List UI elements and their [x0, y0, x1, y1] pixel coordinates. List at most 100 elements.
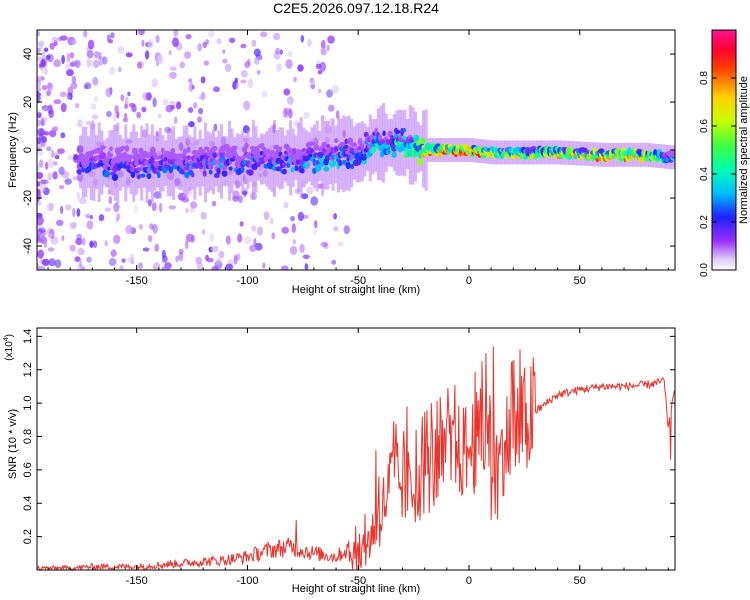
y-tick-label: 1.0 — [22, 395, 34, 410]
heatmap-ridge-cell — [138, 147, 144, 154]
heatmap-noise-cell — [72, 176, 78, 181]
heatmap-noise-cell — [168, 49, 172, 56]
heatmap-noise-cell — [37, 216, 44, 226]
heatmap-noise-cell — [133, 204, 139, 215]
heatmap-noise-cell — [105, 87, 113, 98]
heatmap-noise-cell — [211, 265, 219, 270]
heatmap-halo-cell — [331, 118, 335, 191]
heatmap-noise-cell — [159, 202, 163, 213]
heatmap-noise-cell — [48, 109, 54, 119]
heatmap-noise-cell — [216, 38, 222, 45]
heatmap-noise-cell — [157, 54, 164, 65]
y-tick-label: 0.2 — [22, 529, 34, 544]
heatmap-ridge-cell — [351, 142, 358, 148]
heatmap-noise-cell — [144, 50, 150, 60]
heatmap-noise-cell — [37, 128, 46, 137]
heatmap-ridge-cell — [103, 170, 111, 178]
heatmap-noise-cell — [233, 254, 238, 265]
heatmap-ridge-cell — [180, 169, 185, 175]
y-tick-label: 40 — [22, 48, 34, 60]
heatmap-ridge-cell — [244, 142, 249, 149]
heatmap-ridge-cell — [168, 166, 174, 174]
heatmap-noise-cell — [197, 43, 202, 52]
heatmap-noise-cell — [170, 105, 175, 110]
heatmap-noise-cell — [326, 44, 330, 52]
heatmap-noise-cell — [89, 240, 94, 248]
heatmap-noise-cell — [37, 119, 41, 127]
heatmap-noise-cell — [178, 251, 184, 262]
heatmap-noise-cell — [238, 195, 244, 204]
heatmap-noise-cell — [287, 51, 293, 57]
heatmap-noise-cell — [149, 223, 154, 230]
heatmap-noise-cell — [77, 119, 83, 128]
heatmap-noise-cell — [64, 63, 71, 71]
heatmap-noise-cell — [37, 172, 44, 179]
heatmap-noise-cell — [218, 250, 225, 259]
heatmap-noise-cell — [40, 57, 48, 68]
heatmap-noise-cell — [213, 86, 220, 93]
heatmap-noise-cell — [188, 107, 194, 113]
heatmap-ridge-cell — [344, 138, 349, 144]
heatmap-noise-cell — [110, 32, 115, 39]
heatmap-noise-cell — [240, 79, 247, 84]
heatmap-noise-cell — [92, 240, 98, 249]
heatmap-noise-cell — [37, 40, 45, 48]
heatmap-noise-cell — [54, 259, 62, 269]
heatmap-ridge-cell — [212, 145, 218, 151]
heatmap-noise-cell — [185, 34, 192, 40]
heatmap-ridge-cell — [341, 159, 347, 166]
heatmap-noise-cell — [136, 111, 142, 119]
heatmap-noise-cell — [320, 48, 327, 56]
heatmap-ridge-cell — [157, 171, 161, 179]
heatmap-noise-cell — [318, 88, 322, 94]
heatmap-ridge-cell — [378, 134, 383, 141]
heatmap-noise-cell — [151, 202, 157, 212]
x-tick-label: 0 — [466, 575, 472, 587]
heatmap-noise-cell — [244, 235, 252, 245]
heatmap-noise-cell — [69, 221, 77, 230]
heatmap-ridge-cell — [199, 149, 206, 155]
colorbar-gradient — [711, 29, 737, 271]
heatmap-noise-cell — [262, 262, 266, 269]
heatmap-noise-cell — [281, 226, 290, 234]
heatmap-ridge-cell — [318, 157, 323, 163]
heatmap-halo-cell — [243, 135, 247, 185]
heatmap-noise-cell — [61, 235, 65, 242]
heatmap-noise-cell — [273, 32, 281, 41]
heatmap-noise-cell — [108, 196, 113, 205]
heatmap-ridge-cell — [212, 152, 218, 159]
heatmap-noise-cell — [237, 233, 243, 243]
heatmap-noise-cell — [104, 207, 111, 212]
heatmap-noise-cell — [37, 30, 40, 37]
heatmap-noise-cell — [157, 113, 162, 119]
heatmap-noise-cell — [37, 79, 41, 85]
heatmap-noise-cell — [243, 190, 247, 198]
heatmap-noise-cell — [136, 61, 143, 69]
heatmap-noise-cell — [89, 215, 93, 220]
heatmap-noise-cell — [173, 30, 179, 37]
heatmap-noise-cell — [47, 247, 55, 252]
heatmap-noise-cell — [93, 59, 100, 69]
heatmap-noise-cell — [39, 183, 47, 193]
heatmap-noise-cell — [41, 258, 50, 266]
heatmap-noise-cell — [44, 66, 48, 76]
heatmap-noise-cell — [37, 181, 41, 187]
heatmap-ridge-cell — [275, 166, 282, 172]
heatmap-ridge-cell — [109, 146, 113, 152]
heatmap-noise-cell — [309, 80, 316, 86]
heatmap-noise-cell — [76, 233, 83, 241]
heatmap-noise-cell — [121, 258, 126, 263]
heatmap-ridge-cell — [111, 173, 119, 182]
heatmap-noise-cell — [280, 265, 289, 270]
heatmap-noise-cell — [41, 64, 46, 75]
snr-y-label: SNR (10 * v/v) — [7, 409, 19, 479]
heatmap-noise-cell — [182, 125, 186, 131]
x-tick-label: 50 — [574, 575, 586, 587]
heatmap-noise-cell — [108, 39, 114, 44]
heatmap-ridge-cell — [350, 163, 355, 170]
heatmap-noise-cell — [310, 196, 319, 206]
heatmap-ridge-cell — [107, 166, 111, 171]
heatmap-noise-cell — [42, 106, 50, 112]
heatmap-ridge-cell — [121, 145, 125, 150]
